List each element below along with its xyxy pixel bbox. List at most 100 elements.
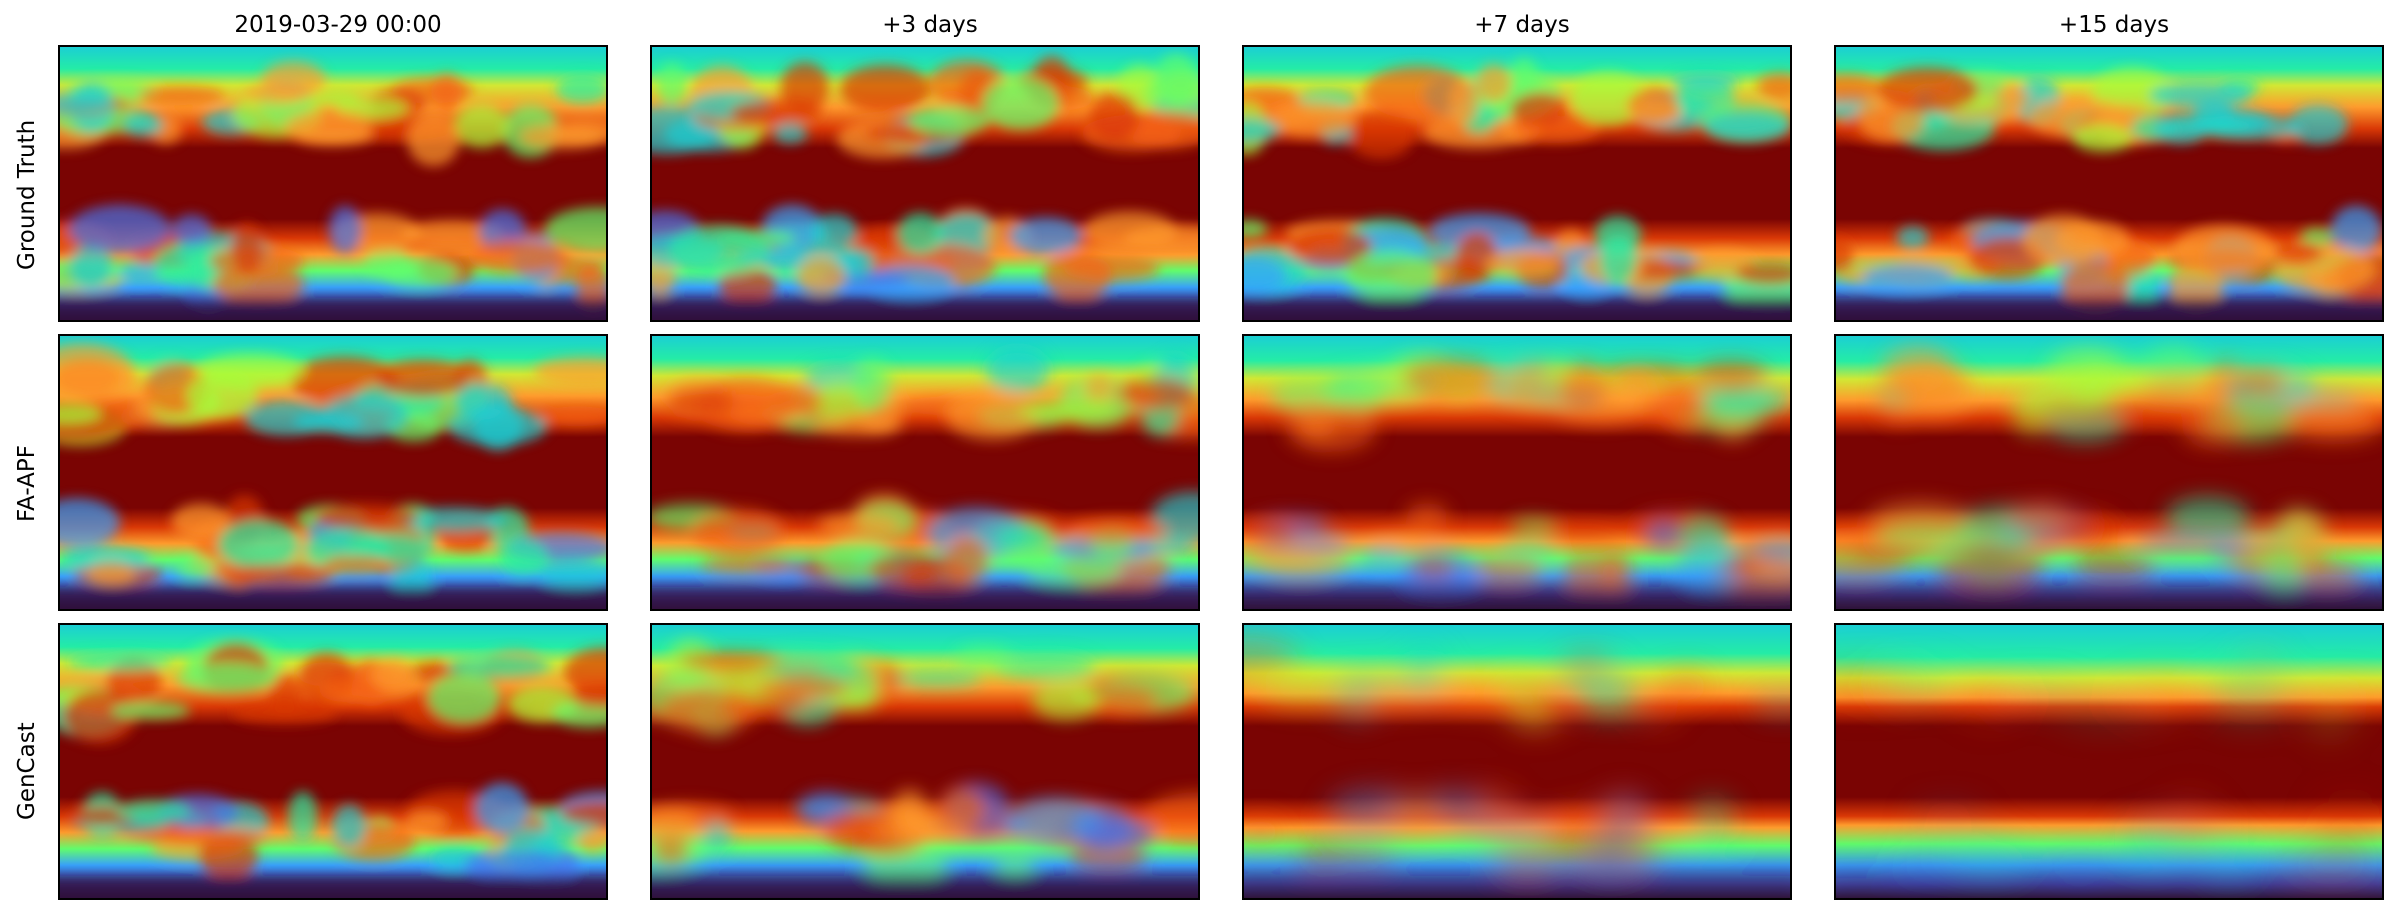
north-blob	[309, 89, 361, 106]
south-blob	[1405, 503, 1449, 531]
south-blob	[1461, 815, 1553, 839]
south-blob	[576, 260, 606, 310]
north-blob	[2149, 81, 2252, 109]
south-blob	[944, 535, 990, 585]
north-blob	[1757, 73, 1790, 100]
north-blob	[945, 390, 1040, 440]
south-blob	[1992, 529, 2035, 549]
south-blob	[2008, 501, 2076, 537]
north-blob	[1244, 637, 1298, 681]
north-blob	[1646, 702, 1677, 725]
south-blob	[897, 212, 944, 254]
south-blob	[1896, 225, 1929, 250]
north-blob	[2072, 124, 2133, 153]
map-panel	[1242, 623, 1792, 900]
south-blob	[1724, 557, 1757, 576]
south-blob	[401, 220, 504, 249]
south-blob	[2165, 496, 2250, 538]
column-title-initial: 2019-03-29 00:00	[234, 12, 442, 38]
south-blob	[313, 503, 419, 530]
south-blob	[390, 558, 433, 594]
north-blob	[370, 658, 416, 692]
north-blob	[2236, 368, 2288, 396]
south-blob	[1081, 818, 1156, 849]
north-blob	[1354, 670, 1420, 689]
south-blob	[2316, 799, 2382, 827]
north-blob	[570, 685, 606, 708]
north-blob	[1702, 111, 1790, 142]
map-panel	[1242, 334, 1792, 611]
north-blob	[656, 63, 687, 105]
south-blob	[1386, 794, 1447, 835]
north-blob	[985, 347, 1050, 393]
south-blob	[171, 503, 231, 540]
south-blob	[116, 799, 190, 822]
north-blob	[1560, 361, 1607, 416]
south-blob	[1690, 797, 1735, 845]
map-features	[1244, 57, 1790, 320]
map-features	[1244, 637, 1790, 898]
north-blob	[908, 105, 990, 136]
north-blob	[659, 689, 758, 733]
south-blob	[217, 519, 300, 569]
north-blob	[2230, 656, 2270, 697]
north-blob	[63, 689, 137, 744]
map-features	[60, 343, 606, 609]
south-blob	[117, 263, 163, 282]
south-blob	[2129, 829, 2168, 861]
south-blob	[544, 207, 606, 252]
south-blob	[1366, 534, 1445, 551]
south-blob	[153, 242, 225, 286]
south-blob	[1862, 263, 1954, 292]
south-blob	[995, 525, 1049, 553]
north-blob	[547, 119, 606, 145]
north-blob	[722, 394, 770, 418]
north-blob	[1629, 98, 1681, 124]
south-blob	[700, 555, 796, 575]
south-blob	[2061, 510, 2121, 548]
north-blob	[780, 62, 830, 112]
north-blob	[1877, 67, 1979, 113]
north-blob	[231, 701, 338, 724]
north-blob	[186, 371, 259, 419]
north-blob	[1499, 669, 1534, 700]
south-blob	[1024, 557, 1121, 585]
north-blob	[60, 403, 102, 424]
north-blob	[453, 104, 510, 148]
map-features	[652, 53, 1198, 320]
south-blob	[2072, 553, 2156, 579]
south-polar-band	[1836, 298, 2382, 320]
south-blob	[701, 820, 732, 852]
north-blob	[2181, 409, 2243, 446]
north-blob	[564, 647, 606, 698]
south-blob	[328, 205, 362, 254]
north-blob	[2125, 680, 2168, 697]
map-panel	[650, 334, 1200, 611]
north-blob	[1670, 73, 1740, 90]
column-title-plus-15-days: +15 days	[2058, 12, 2170, 38]
north-blob	[769, 386, 824, 414]
north-blob	[1663, 670, 1709, 703]
north-blob	[1881, 346, 1955, 393]
south-blob	[400, 507, 507, 532]
south-polar-band	[1836, 876, 2382, 898]
south-blob	[2318, 830, 2368, 854]
north-blob	[538, 406, 606, 426]
north-blob	[1089, 92, 1140, 142]
south-blob	[463, 850, 562, 879]
south-blob	[2286, 516, 2322, 558]
south-polar-band	[652, 587, 1198, 609]
north-blob	[2308, 687, 2350, 736]
south-blob	[1244, 546, 1325, 568]
south-blob	[538, 562, 606, 588]
map-features	[1836, 345, 2382, 609]
north-blob	[1401, 357, 1501, 398]
south-blob	[468, 239, 569, 274]
north-blob	[2282, 407, 2382, 442]
north-blob	[1365, 65, 1471, 120]
south-blob	[1244, 818, 1283, 846]
north-blob	[1154, 53, 1198, 108]
south-blob	[1068, 518, 1166, 544]
north-blob	[812, 414, 903, 436]
south-blob	[1935, 543, 2043, 589]
